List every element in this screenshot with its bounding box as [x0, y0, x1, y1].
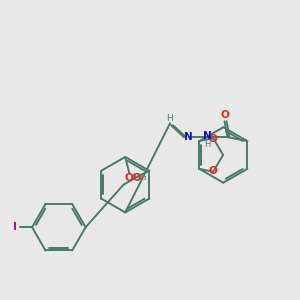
Text: H: H: [205, 140, 211, 148]
Text: O: O: [133, 173, 142, 183]
Text: O: O: [220, 110, 229, 120]
Text: O: O: [125, 173, 134, 183]
Text: O: O: [209, 166, 218, 176]
Text: N: N: [184, 132, 192, 142]
Text: H: H: [166, 114, 172, 123]
Text: O: O: [209, 134, 218, 144]
Text: CH₃: CH₃: [131, 173, 147, 182]
Text: I: I: [13, 222, 17, 232]
Text: N: N: [203, 131, 212, 141]
